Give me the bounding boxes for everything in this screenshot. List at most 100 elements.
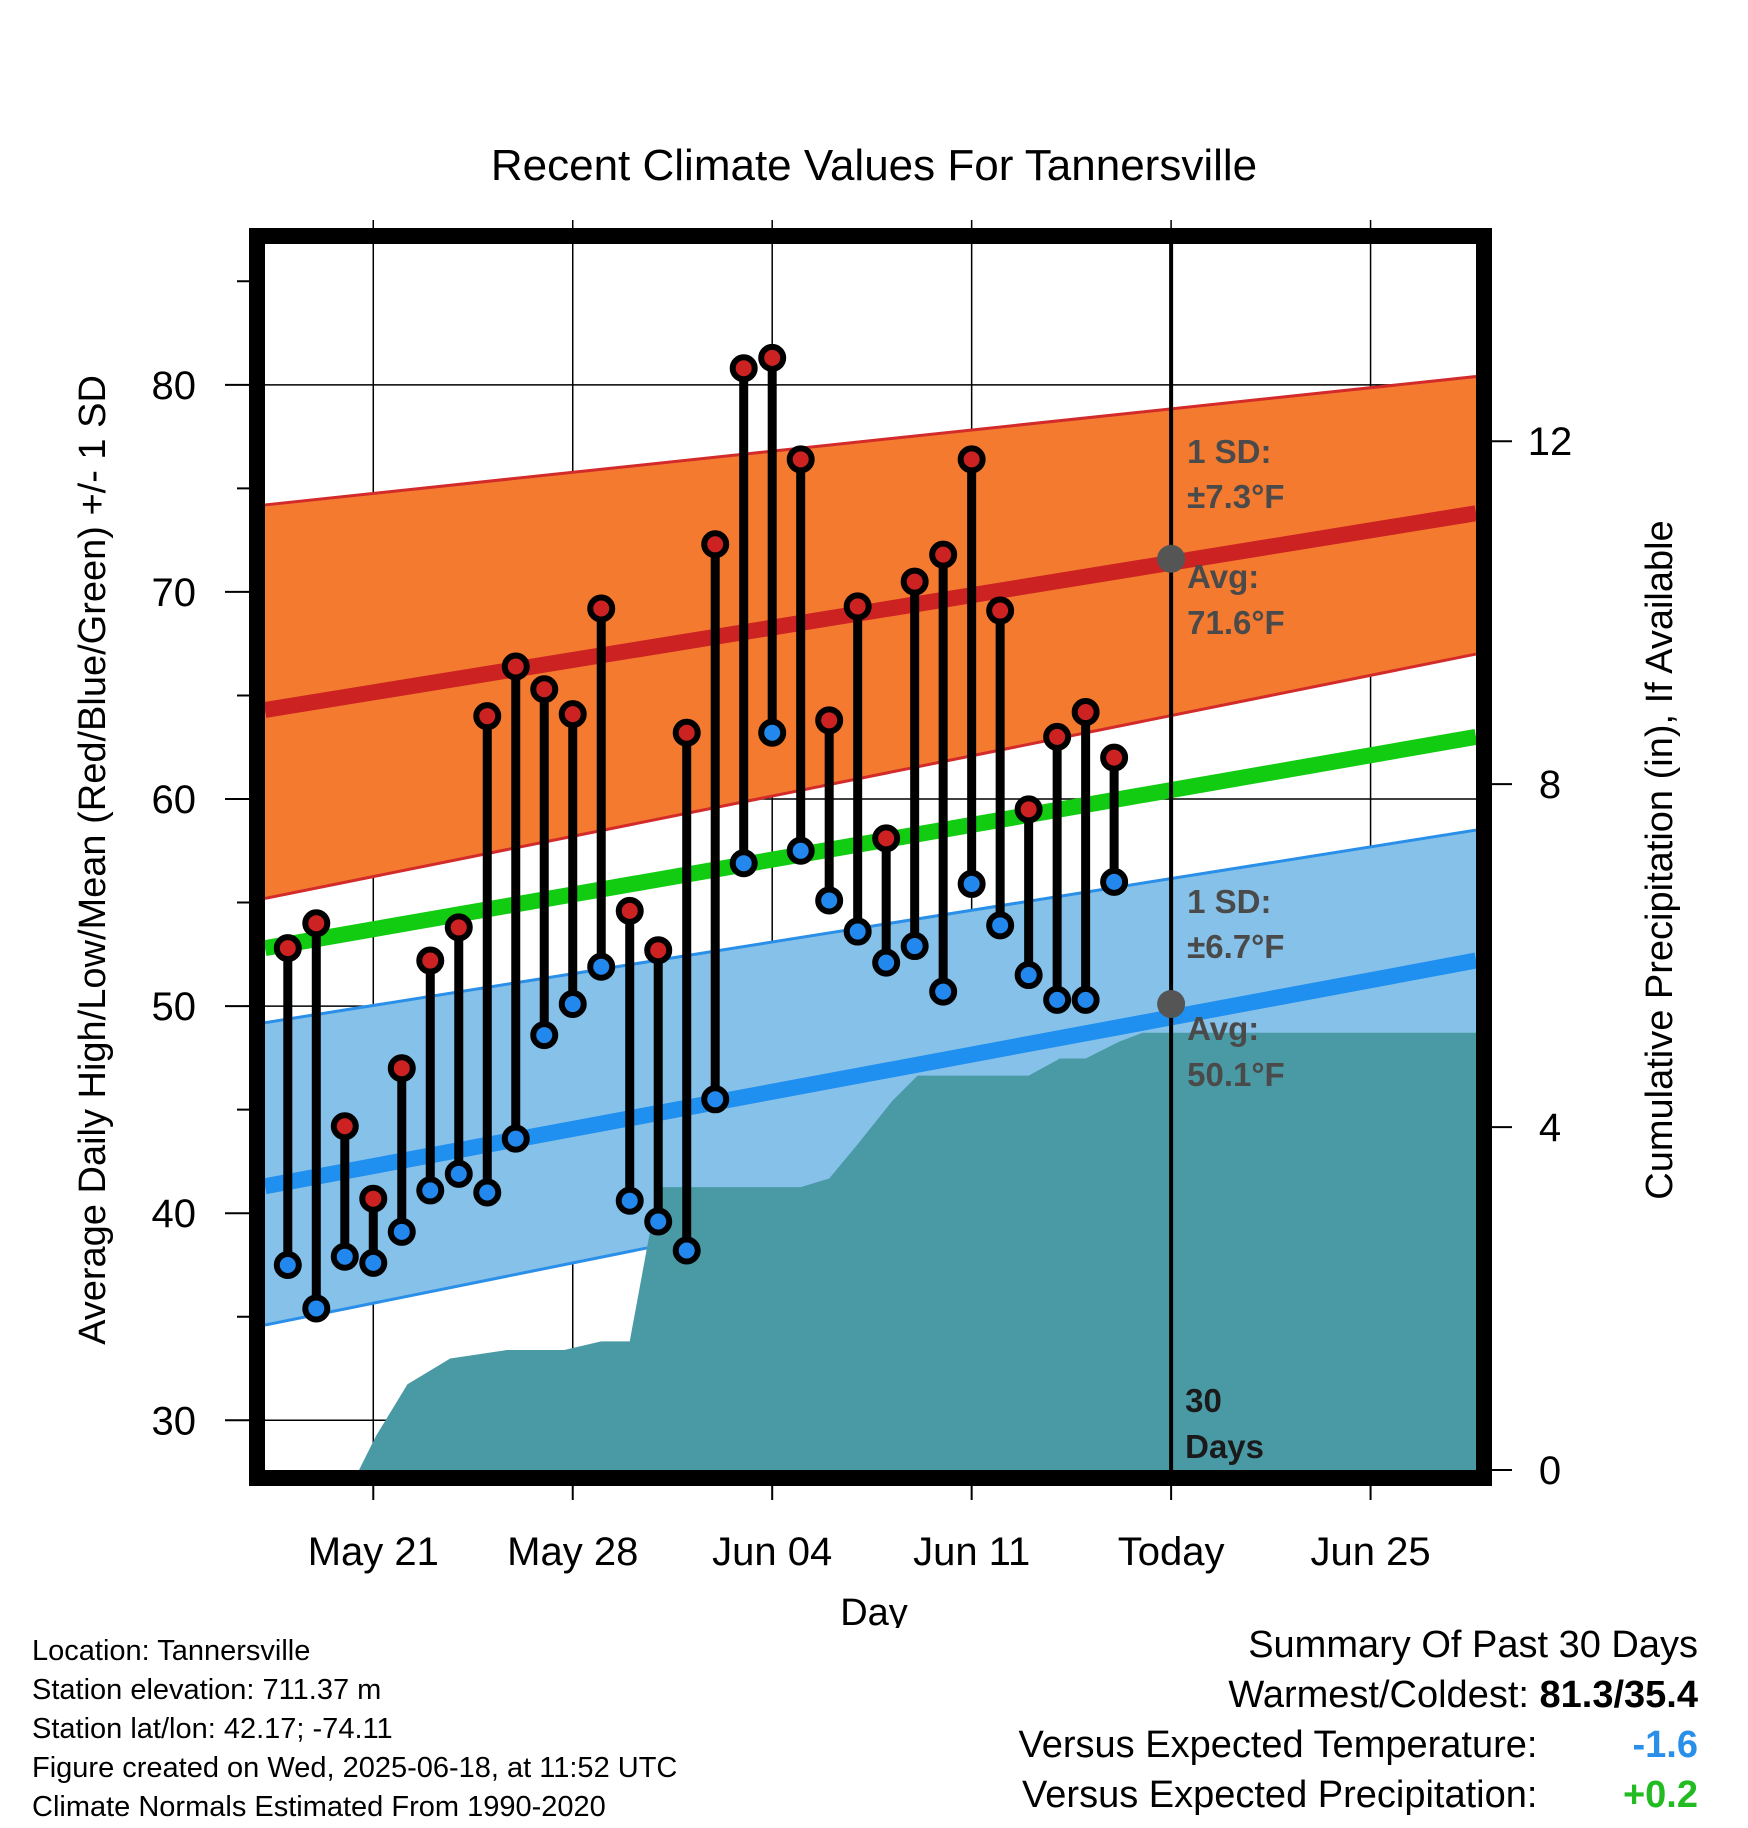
high-point bbox=[530, 675, 559, 704]
high-point bbox=[416, 946, 445, 975]
low-avg-marker bbox=[1157, 990, 1186, 1019]
y-tick-label: 80 bbox=[152, 364, 197, 408]
high-avg-value: 71.6°F bbox=[1187, 604, 1285, 641]
low-point bbox=[387, 1217, 416, 1246]
low-point bbox=[843, 917, 872, 946]
high-point bbox=[872, 824, 901, 853]
days-count-label: 30 bbox=[1185, 1382, 1222, 1419]
y-tick-label: 30 bbox=[152, 1399, 197, 1443]
high-point bbox=[986, 596, 1015, 625]
high-avg-marker bbox=[1157, 544, 1186, 573]
low-point bbox=[644, 1207, 673, 1236]
days-word-label: Days bbox=[1185, 1428, 1264, 1465]
elevation-text: Station elevation: 711.37 m bbox=[32, 1674, 382, 1706]
low-avg-label: Avg: bbox=[1187, 1010, 1259, 1047]
high-sd-band-lower-edge bbox=[264, 652, 1477, 900]
y2-tick-label: 4 bbox=[1539, 1106, 1561, 1150]
latlon-text: Station lat/lon: 42.17; -74.11 bbox=[32, 1713, 393, 1745]
observations bbox=[273, 343, 1129, 1323]
high-point bbox=[302, 909, 331, 938]
summary-panel: Summary Of Past 30 Days Warmest/Coldest:… bbox=[1019, 1620, 1698, 1820]
low-point bbox=[929, 977, 958, 1006]
low-point bbox=[957, 869, 986, 898]
high-point bbox=[701, 530, 730, 559]
y-tick-label: 70 bbox=[152, 571, 197, 615]
low-point bbox=[473, 1178, 502, 1207]
precipitation-departure-label: Versus Expected Precipitation: bbox=[1022, 1774, 1538, 1816]
station-metadata: Location: Tannersville Station elevation… bbox=[32, 1632, 677, 1827]
high-point bbox=[900, 567, 929, 596]
low-point bbox=[530, 1021, 559, 1050]
low-point bbox=[444, 1159, 473, 1188]
high-avg-label: Avg: bbox=[1187, 558, 1259, 595]
low-point bbox=[701, 1085, 730, 1114]
normal-low-line bbox=[263, 952, 1478, 1195]
low-point bbox=[786, 836, 815, 865]
low-point bbox=[615, 1186, 644, 1215]
low-point bbox=[330, 1242, 359, 1271]
high-point bbox=[444, 913, 473, 942]
x-axis-label: Day bbox=[840, 1592, 908, 1628]
high-point bbox=[1014, 795, 1043, 824]
high-point bbox=[843, 592, 872, 621]
low-sd-value: ±6.7°F bbox=[1187, 928, 1284, 965]
low-sd-label: 1 SD: bbox=[1187, 883, 1271, 920]
high-sd-value: ±7.3°F bbox=[1187, 478, 1284, 515]
high-sd-band bbox=[265, 376, 1476, 899]
x-tick-label: May 28 bbox=[507, 1530, 638, 1574]
x-tick-label: Today bbox=[1118, 1530, 1225, 1574]
temperature-departure-value: -1.6 bbox=[1632, 1724, 1698, 1766]
high-sd-label: 1 SD: bbox=[1187, 433, 1271, 470]
summary-precipitation: Versus Expected Precipitation: +0.2 bbox=[1019, 1770, 1698, 1820]
low-point bbox=[900, 932, 929, 961]
annotations: 1 SD: ±7.3°F Avg: 71.6°F 1 SD: ±6.7°F Avg: 50.1… bbox=[1157, 433, 1285, 1465]
plot-frame bbox=[249, 228, 1492, 1486]
high-point bbox=[644, 936, 673, 965]
high-point bbox=[729, 354, 758, 383]
high-point bbox=[501, 652, 530, 681]
high-point bbox=[1043, 722, 1072, 751]
created-text: Figure created on Wed, 2025-06-18, at 11… bbox=[32, 1752, 678, 1784]
high-point bbox=[558, 700, 587, 729]
high-point bbox=[1100, 743, 1129, 772]
precipitation-fill bbox=[359, 1032, 1477, 1470]
y-tick-label: 60 bbox=[152, 778, 197, 822]
y2-tick-label: 0 bbox=[1539, 1449, 1561, 1493]
high-sd-band-upper-edge bbox=[264, 375, 1477, 507]
low-avg-value: 50.1°F bbox=[1187, 1056, 1285, 1093]
high-point bbox=[359, 1184, 388, 1213]
location-text: Location: Tannersville bbox=[32, 1635, 311, 1667]
high-point bbox=[672, 718, 701, 747]
x-tick-label: Jun 25 bbox=[1311, 1530, 1431, 1574]
high-point bbox=[473, 702, 502, 731]
low-point bbox=[558, 990, 587, 1019]
summary-heading: Summary Of Past 30 Days bbox=[1248, 1624, 1698, 1666]
high-point bbox=[957, 445, 986, 474]
y-tick-label: 50 bbox=[152, 985, 197, 1029]
high-point bbox=[587, 594, 616, 623]
y2-tick-label: 12 bbox=[1528, 420, 1573, 464]
precipitation-departure-value: +0.2 bbox=[1622, 1774, 1698, 1816]
normals-text: Climate Normals Estimated From 1990-2020 bbox=[32, 1791, 606, 1823]
warmest-coldest-value: 81.3/35.4 bbox=[1539, 1674, 1698, 1716]
low-point bbox=[416, 1176, 445, 1205]
x-tick-label: Jun 04 bbox=[712, 1530, 832, 1574]
climate-chart: Recent Climate Values For Tannersville 1… bbox=[72, 141, 1681, 1628]
x-tick-label: May 21 bbox=[308, 1530, 439, 1574]
high-point bbox=[387, 1054, 416, 1083]
summary-warmest-coldest: Warmest/Coldest: 81.3/35.4 bbox=[1019, 1670, 1698, 1720]
low-point bbox=[587, 952, 616, 981]
warmest-coldest-label: Warmest/Coldest: bbox=[1228, 1674, 1529, 1716]
normal-mean-line bbox=[263, 729, 1478, 957]
high-point bbox=[330, 1112, 359, 1141]
high-point bbox=[1071, 698, 1100, 727]
low-point bbox=[672, 1236, 701, 1265]
axis-ticks bbox=[225, 280, 1512, 1500]
y2-axis-label: Cumulative Precipitation (in), If Availa… bbox=[1639, 520, 1681, 1199]
low-point bbox=[1014, 961, 1043, 990]
high-point bbox=[786, 445, 815, 474]
low-point bbox=[815, 886, 844, 915]
high-point bbox=[273, 934, 302, 963]
y-tick-label: 40 bbox=[152, 1192, 197, 1236]
low-point bbox=[1100, 867, 1129, 896]
